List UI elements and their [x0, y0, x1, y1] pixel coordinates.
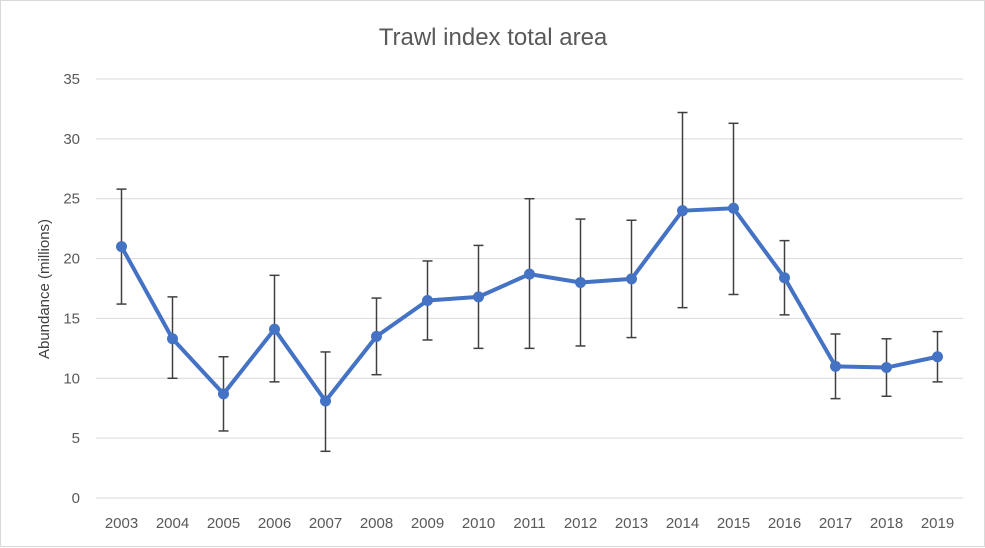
data-point — [320, 395, 331, 407]
x-tick-label: 2008 — [360, 515, 393, 532]
y-tick-label: 15 — [63, 310, 80, 327]
data-point — [524, 268, 535, 280]
data-point — [881, 362, 892, 374]
x-tick-label: 2006 — [258, 515, 291, 532]
data-point — [422, 294, 433, 306]
x-tick-label: 2016 — [768, 515, 801, 532]
data-point — [371, 330, 382, 342]
x-tick-label: 2007 — [309, 515, 342, 532]
y-axis: 0 5 10 15 20 25 30 35 — [63, 71, 80, 507]
y-tick-label: 10 — [63, 370, 80, 387]
data-point — [473, 291, 484, 303]
chart-title: Trawl index total area — [379, 24, 608, 51]
x-tick-label: 2010 — [462, 515, 495, 532]
data-point — [167, 333, 178, 345]
x-tick-label: 2015 — [717, 515, 750, 532]
data-point — [728, 202, 739, 214]
x-tick-label: 2004 — [156, 515, 189, 532]
data-point — [779, 272, 790, 284]
data-point — [116, 241, 127, 253]
data-point — [677, 205, 688, 217]
y-tick-label: 20 — [63, 251, 80, 268]
x-tick-label: 2014 — [666, 515, 699, 532]
y-tick-label: 30 — [63, 131, 80, 148]
x-tick-label: 2012 — [564, 515, 597, 532]
data-point — [575, 277, 586, 289]
y-tick-label: 5 — [72, 430, 80, 447]
data-point — [269, 323, 280, 335]
x-tick-label: 2011 — [513, 515, 545, 532]
x-tick-label: 2017 — [819, 515, 852, 532]
x-tick-label: 2005 — [207, 515, 240, 532]
x-tick-label: 2009 — [411, 515, 444, 532]
x-tick-label: 2019 — [921, 515, 954, 532]
x-tick-label: 2003 — [105, 515, 138, 532]
data-point — [626, 273, 637, 285]
y-tick-label: 35 — [63, 71, 80, 88]
data-point — [932, 351, 943, 363]
y-tick-label: 25 — [63, 191, 80, 208]
x-axis: 2003 2004 2005 2006 2007 2008 2009 2010 2011 2012… — [105, 515, 954, 532]
data-point — [218, 388, 229, 400]
x-tick-label: 2013 — [615, 515, 648, 532]
y-tick-label: 0 — [72, 490, 80, 507]
y-axis-title: Abundance (millions) — [36, 219, 53, 359]
data-point — [830, 360, 841, 372]
x-tick-label: 2018 — [870, 515, 903, 532]
error-bars — [116, 111, 943, 453]
data-points — [116, 202, 943, 407]
